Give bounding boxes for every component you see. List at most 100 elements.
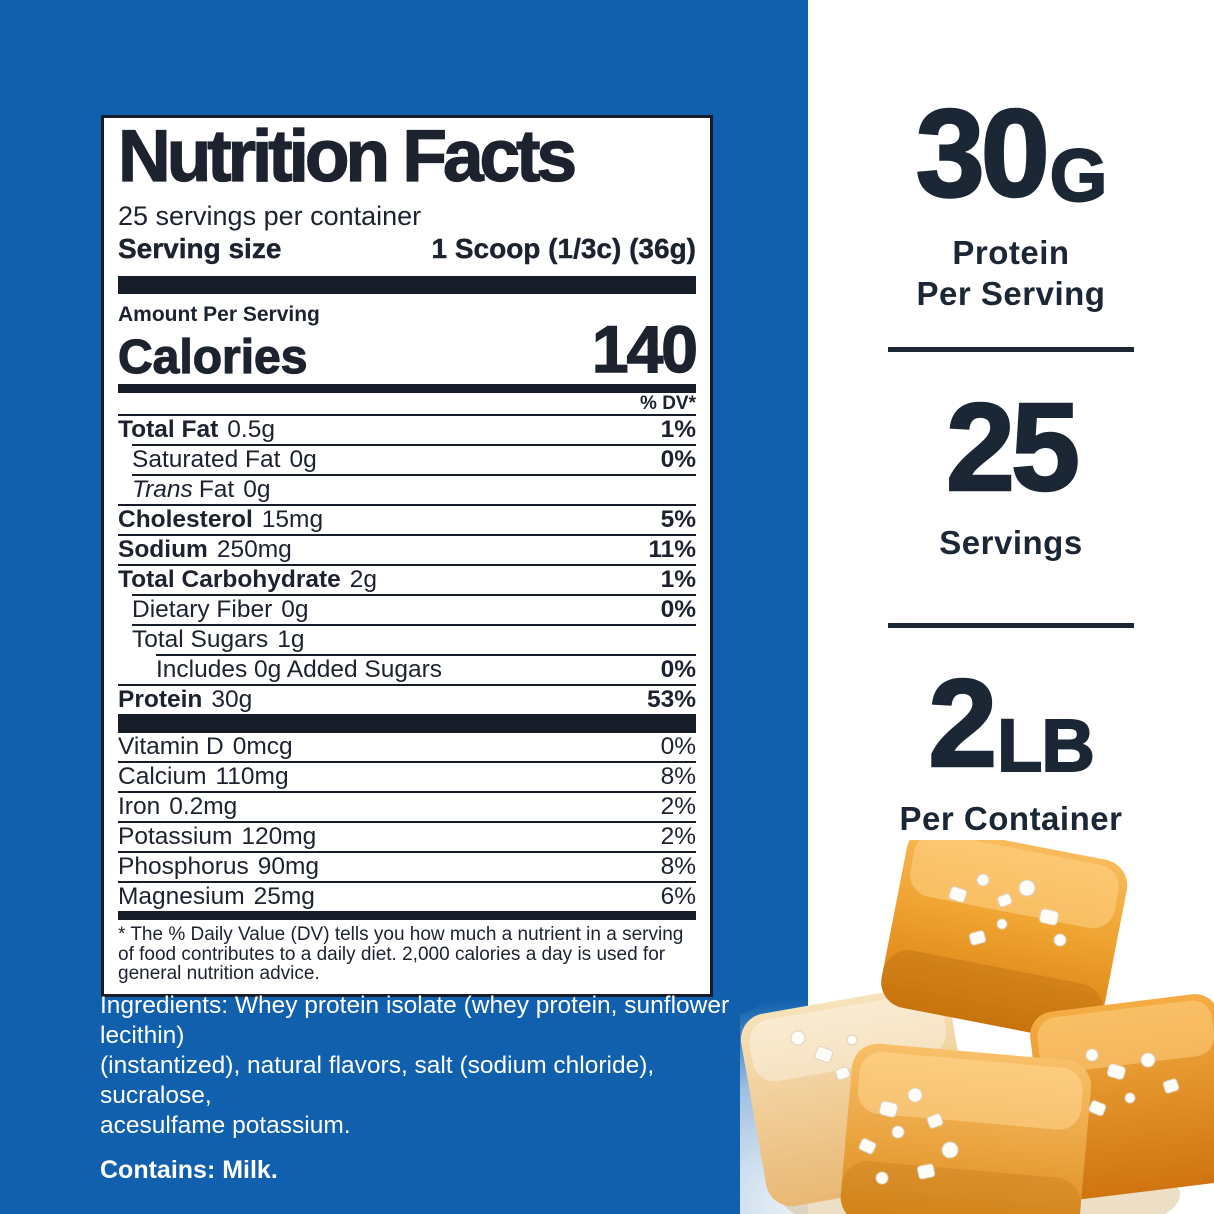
container-weight: 2 LB xyxy=(808,655,1214,793)
nutrient-amount: 0g xyxy=(281,596,309,623)
serving-size-value: 1 Scoop (1/3c) (36g) xyxy=(431,233,696,264)
amount-per-serving-label: Amount Per Serving xyxy=(118,303,320,326)
servings-caption: Servings xyxy=(939,524,1083,561)
nutrient-row-added-sugars: Includes 0g Added Sugars 0% xyxy=(156,654,696,684)
container-weight-highlight: 2 LB Per Container xyxy=(808,655,1214,839)
caramel-cubes-photo xyxy=(740,840,1214,1214)
thick-separator-bar xyxy=(118,714,696,733)
daily-value-footnote: * The % Daily Value (DV) tells you how m… xyxy=(118,924,684,984)
nutrient-amount: 0.5g xyxy=(227,416,275,443)
nutrient-name: Total Fat xyxy=(118,416,219,443)
vitamin-row-magnesium: Magnesium 25mg 6% xyxy=(118,881,696,911)
protein-amount-value: 30 xyxy=(915,85,1051,223)
vitamin-name: Iron xyxy=(118,793,161,820)
nutrient-name: Total Sugars xyxy=(132,626,269,653)
nutrient-amount: 1g xyxy=(277,626,305,653)
calories-label: Calories xyxy=(117,331,308,384)
calories-value: 140 xyxy=(591,312,699,386)
nutrient-amount: 0g xyxy=(243,476,271,503)
calories-row: Calories 140 xyxy=(117,315,698,384)
salt-flakes xyxy=(790,873,1180,1185)
protein-amount: 30 G xyxy=(808,85,1214,223)
ingredients-block: Ingredients: Whey protein isolate (whey … xyxy=(100,991,768,1185)
serving-size-row: Serving size 1 Scoop (1/3c) (36g) xyxy=(118,232,696,266)
nutrient-amount: 2g xyxy=(349,566,378,593)
vitamin-amount: 25mg xyxy=(253,883,315,910)
container-weight-unit: LB xyxy=(996,704,1096,787)
ingredients-line-1: Ingredients: Whey protein isolate (whey … xyxy=(100,992,730,1049)
servings-highlight: 25 Servings xyxy=(808,379,1214,563)
small-separator-bar xyxy=(118,911,696,920)
nutrient-amount: 0g xyxy=(289,446,317,473)
nutrient-name-italic: Trans xyxy=(132,476,193,503)
protein-caption: Protein Per Serving xyxy=(808,232,1214,314)
servings-count: 25 xyxy=(808,379,1214,517)
daily-value-header: % DV* xyxy=(640,393,696,414)
nutrition-facts-label: Nutrition Facts 25 servings per containe… xyxy=(101,115,713,997)
protein-amount-unit: G xyxy=(1049,134,1109,217)
vitamin-amount: 120mg xyxy=(241,823,317,850)
ingredients-line-3: acesulfame potassium. xyxy=(100,1112,351,1139)
nutrient-dv: 1% xyxy=(660,416,696,443)
vitamin-name: Vitamin D xyxy=(118,733,224,760)
thick-separator-bar xyxy=(118,276,696,294)
vitamin-name: Phosphorus xyxy=(118,853,249,880)
nutrient-name: Total Carbohydrate xyxy=(118,566,341,593)
nutrient-row-sodium: Sodium 250mg 11% xyxy=(118,534,696,564)
vitamin-dv: 2% xyxy=(660,823,696,850)
nutrient-dv: 0% xyxy=(660,596,696,623)
vitamin-dv: 0% xyxy=(660,733,696,760)
caramel-cube-front xyxy=(840,1043,1092,1214)
vitamin-row-phosphorus: Phosphorus 90mg 8% xyxy=(118,851,696,881)
nutrient-dv: 1% xyxy=(660,566,696,593)
nutrient-dv: 5% xyxy=(660,506,696,533)
nutrient-name: Protein xyxy=(118,686,203,713)
vitamin-dv: 6% xyxy=(660,883,696,910)
nutrient-row-total-carbohydrate: Total Carbohydrate 2g 1% xyxy=(118,564,696,594)
vitamin-amount: 0mcg xyxy=(232,733,293,760)
vitamin-dv: 8% xyxy=(660,763,696,790)
vitamin-dv: 2% xyxy=(660,793,696,820)
nutrient-dv: 0% xyxy=(660,446,696,473)
nutrient-row-cholesterol: Cholesterol 15mg 5% xyxy=(118,504,696,534)
panel-divider-2 xyxy=(888,623,1134,628)
nutrient-row-dietary-fiber: Dietary Fiber 0g 0% xyxy=(132,594,696,624)
nutrient-name: Dietary Fiber xyxy=(132,596,273,623)
vitamin-name: Potassium xyxy=(118,823,233,850)
nutrient-dv: 11% xyxy=(648,536,696,563)
vitamin-name: Magnesium xyxy=(118,883,245,910)
medium-separator-bar xyxy=(118,384,696,393)
vitamin-row-calcium: Calcium 110mg 8% xyxy=(118,761,696,791)
vitamin-amount: 110mg xyxy=(215,763,289,790)
nutrient-row-trans-fat: Trans Fat 0g xyxy=(132,474,696,504)
nutrient-name: Fat xyxy=(198,476,235,503)
serving-size-label: Serving size xyxy=(118,233,282,264)
nutrient-row-total-fat: Total Fat 0.5g 1% xyxy=(118,414,696,444)
protein-per-serving-highlight: 30 G Protein Per Serving xyxy=(808,85,1214,314)
nutrition-facts-title: Nutrition Facts xyxy=(117,116,577,197)
protein-caption-line2: Per Serving xyxy=(916,275,1106,312)
nutrient-dv: 53% xyxy=(646,686,696,713)
servings-count-value: 25 xyxy=(945,379,1081,517)
vitamin-row-vitamin-d: Vitamin D 0mcg 0% xyxy=(118,733,696,761)
container-weight-caption: Per Container xyxy=(899,800,1123,837)
vitamin-amount: 0.2mg xyxy=(169,793,238,820)
nutrient-amount: 15mg xyxy=(261,506,324,533)
nutrient-amount: 30g xyxy=(211,686,253,713)
vitamin-name: Calcium xyxy=(118,763,207,790)
allergen-statement: Contains: Milk. xyxy=(100,1156,278,1184)
nutrient-row-total-sugars: Total Sugars 1g xyxy=(132,624,696,654)
vitamin-row-iron: Iron 0.2mg 2% xyxy=(118,791,696,821)
ingredients-line-2: (instantized), natural flavors, salt (so… xyxy=(100,1052,655,1109)
nutrient-amount: 250mg xyxy=(216,536,292,563)
vitamin-dv: 8% xyxy=(660,853,696,880)
container-weight-value: 2 xyxy=(927,655,998,793)
nutrient-name: Cholesterol xyxy=(118,506,253,533)
nutrient-name: Includes 0g Added Sugars xyxy=(156,656,443,683)
panel-divider-1 xyxy=(888,347,1134,352)
vitamin-amount: 90mg xyxy=(257,853,320,880)
vitamin-row-potassium: Potassium 120mg 2% xyxy=(118,821,696,851)
servings-per-container-line: 25 servings per container xyxy=(118,201,422,231)
nutrient-name: Saturated Fat xyxy=(132,446,281,473)
